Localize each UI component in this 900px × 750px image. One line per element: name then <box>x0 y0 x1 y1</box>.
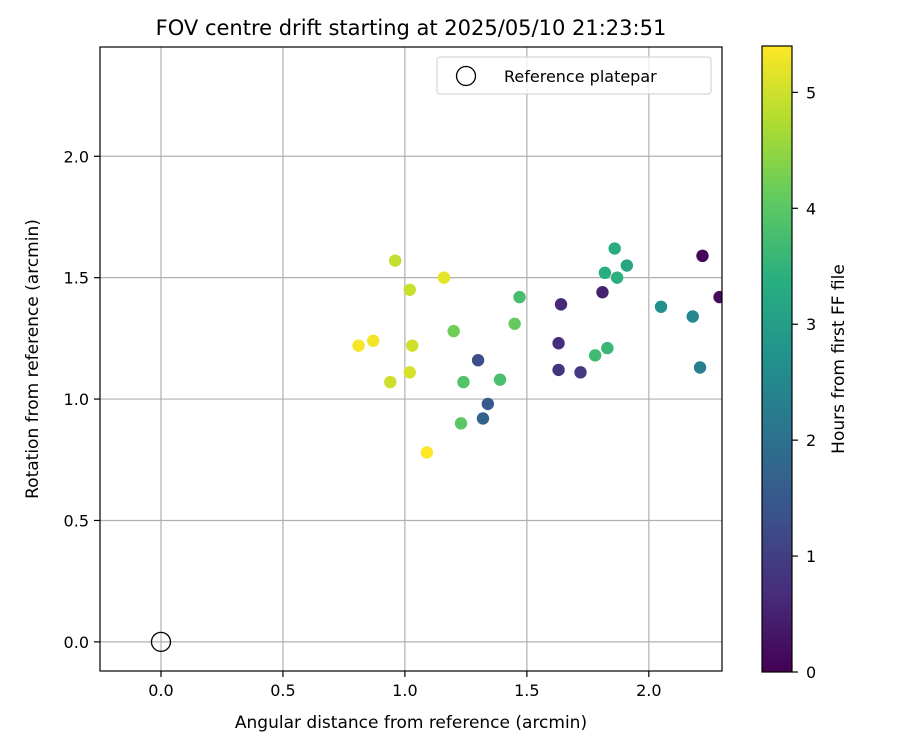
colorbar-label: Hours from first FF file <box>829 264 849 454</box>
colorbar-tick-label-2: 2 <box>806 431 816 450</box>
x-axis-label: Angular distance from reference (arcmin) <box>235 713 587 733</box>
y-tick-label-0: 0.0 <box>64 633 89 652</box>
plot-frame <box>99 46 723 672</box>
data-point-0 <box>696 249 709 263</box>
data-point-9 <box>476 412 490 425</box>
data-point-23 <box>508 317 521 330</box>
data-point-15 <box>598 266 612 280</box>
data-point-6 <box>574 366 587 379</box>
x-tick-label-1: 0.5 <box>270 681 295 700</box>
y-axis-label: Rotation from reference (arcmin) <box>23 219 43 499</box>
y-axis-ticks: 0.0 0.5 1.0 1.5 2.0 <box>64 147 100 652</box>
colorbar-tick-label-5: 5 <box>806 83 816 102</box>
data-point-18 <box>588 349 602 362</box>
colorbar-tick-label-3: 3 <box>806 315 816 334</box>
data-point-10 <box>693 361 707 374</box>
data-point-31 <box>366 334 380 347</box>
data-point-13 <box>620 259 634 272</box>
y-tick-label-3: 1.5 <box>64 269 89 288</box>
data-point-16 <box>610 271 624 284</box>
data-point-17 <box>601 341 614 355</box>
data-points <box>352 242 722 459</box>
data-point-32 <box>352 339 365 352</box>
data-point-19 <box>513 290 526 304</box>
data-point-33 <box>420 446 434 459</box>
data-point-14 <box>608 242 621 255</box>
legend-label-reference: Reference platepar <box>504 67 657 86</box>
x-tick-label-3: 1.5 <box>514 681 539 700</box>
reference-platepar-marker <box>150 631 172 653</box>
x-tick-label-2: 1.0 <box>392 681 417 700</box>
chart-title: FOV centre drift starting at 2025/05/10 … <box>156 16 667 40</box>
data-point-5 <box>552 363 565 377</box>
legend: Reference platepar <box>436 56 712 95</box>
data-point-20 <box>493 373 507 386</box>
y-tick-label-4: 2.0 <box>64 147 89 166</box>
colorbar: 0 1 2 3 4 5 Hours from first FF file <box>761 45 849 682</box>
data-point-4 <box>552 337 565 350</box>
data-point-27 <box>406 339 419 352</box>
x-tick-label-0: 0.0 <box>148 681 173 700</box>
data-point-24 <box>447 324 460 338</box>
colorbar-tick-label-4: 4 <box>806 199 816 218</box>
y-tick-label-1: 0.5 <box>64 511 89 530</box>
grid-lines <box>100 47 722 671</box>
data-point-1 <box>713 290 722 304</box>
data-point-26 <box>403 283 416 297</box>
data-point-25 <box>388 254 402 267</box>
colorbar-ticks: 0 1 2 3 4 5 <box>792 83 816 682</box>
colorbar-tick-label-0: 0 <box>806 663 816 682</box>
data-point-22 <box>454 417 468 430</box>
reference-marker-group <box>150 631 172 653</box>
data-point-29 <box>403 366 416 379</box>
y-tick-label-2: 1.0 <box>64 390 89 409</box>
data-point-30 <box>437 271 451 284</box>
colorbar-frame <box>761 45 793 673</box>
data-point-3 <box>554 298 568 311</box>
colorbar-gradient <box>762 46 792 672</box>
data-point-21 <box>457 375 470 389</box>
data-point-11 <box>686 310 699 323</box>
legend-box <box>436 56 712 95</box>
data-point-2 <box>596 286 609 299</box>
data-point-12 <box>654 300 668 313</box>
data-point-7 <box>471 354 485 367</box>
x-tick-label-4: 2.0 <box>636 681 661 700</box>
data-point-28 <box>384 375 397 389</box>
data-point-8 <box>481 397 495 411</box>
x-axis-ticks: 0.0 0.5 1.0 1.5 2.0 <box>148 671 662 700</box>
colorbar-tick-label-1: 1 <box>806 547 816 566</box>
legend-open-circle-icon <box>455 65 477 87</box>
